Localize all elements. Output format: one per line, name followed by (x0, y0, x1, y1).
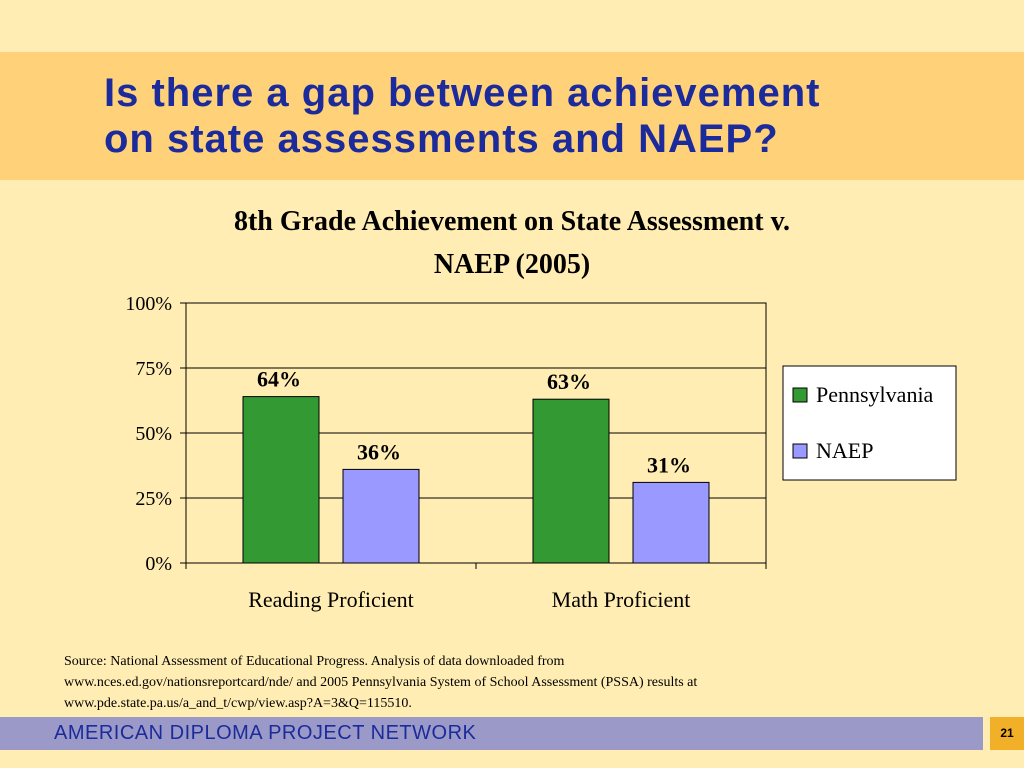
title-band (0, 52, 1024, 180)
slide-title: Is there a gap between achievement on st… (104, 70, 820, 162)
y-tick-label: 0% (145, 553, 172, 575)
plot-area: 0% 25% 50% 75% 100% 64% 36% Reading Proficient 6… (125, 293, 767, 612)
y-tick-label: 100% (125, 293, 172, 315)
x-tick-label: Math Proficient (552, 587, 691, 612)
chart-title-line-1: 8th Grade Achievement on State Assessmen… (234, 206, 790, 237)
legend: Pennsylvania NAEP (782, 365, 957, 481)
source-line-3: www.pde.state.pa.us/a_and_t/cwp/view.asp… (64, 696, 412, 711)
bar (532, 398, 610, 564)
source-line-1: Source: National Assessment of Education… (64, 654, 565, 669)
bar-chart: 8th Grade Achievement on State Assessmen… (125, 206, 957, 612)
bar (342, 468, 420, 564)
data-label: 36% (357, 439, 401, 464)
bar (242, 396, 320, 564)
legend-box (782, 365, 957, 481)
legend-label: Pennsylvania (816, 382, 934, 407)
bar (632, 481, 710, 564)
slide-title-line-1: Is there a gap between achievement (104, 71, 821, 115)
legend-swatch (792, 443, 808, 459)
source-note: Source: National Assessment of Education… (64, 651, 964, 714)
source-line-2: www.nces.ed.gov/nationsreportcard/nde/ a… (64, 675, 698, 690)
data-label: 63% (547, 369, 591, 394)
page-number: 21 (1000, 726, 1014, 740)
chart-title-line-2: NAEP (2005) (434, 249, 590, 280)
y-tick-label: 75% (135, 358, 172, 380)
y-tick-label: 50% (135, 423, 172, 445)
page-number-box (990, 717, 1024, 750)
data-label: 64% (257, 367, 301, 392)
footer-organization: AMERICAN DIPLOMA PROJECT NETWORK (54, 722, 477, 744)
legend-swatch (792, 387, 808, 403)
legend-label: NAEP (816, 438, 873, 463)
data-label: 31% (647, 452, 691, 477)
x-tick-label: Reading Proficient (248, 587, 414, 612)
footer-bar (0, 717, 983, 750)
slide-title-line-2: on state assessments and NAEP? (104, 117, 779, 161)
y-tick-label: 25% (135, 488, 172, 510)
